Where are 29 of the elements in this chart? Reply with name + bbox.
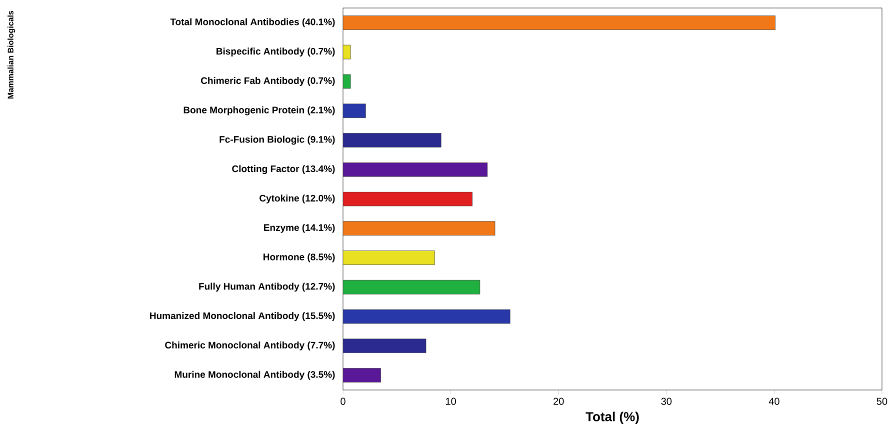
- y-tick-label: Fc-Fusion Biologic (9.1%): [220, 136, 335, 145]
- bar: [343, 309, 510, 324]
- y-tick-label: Chimeric Monoclonal Antibody (7.7%): [165, 341, 335, 350]
- bar: [343, 104, 366, 118]
- bar: [343, 338, 426, 354]
- x-tick-label: 50: [876, 398, 888, 405]
- y-tick-label: Chimeric Fab Antibody (0.7%): [201, 77, 335, 86]
- x-axis-title: Total (%): [586, 412, 639, 424]
- bar: [343, 133, 442, 148]
- y-tick-label: Cytokine (12.0%): [260, 194, 335, 204]
- y-tick-label: Hormone (8.5%): [264, 253, 335, 262]
- x-tick-label: 10: [446, 398, 456, 405]
- x-tick-label: 30: [661, 398, 672, 405]
- bar: [343, 250, 435, 265]
- y-tick-label: Murine Monoclonal Antibody (3.5%): [174, 370, 335, 380]
- x-tick-label: 20: [554, 398, 564, 405]
- y-tick-label: Humanized Monoclonal Antibody (15.5%): [150, 312, 335, 321]
- y-tick-label: Bone Morphogenic Protein (2.1%): [184, 106, 335, 116]
- bar: [343, 192, 473, 206]
- x-tick-label: 40: [768, 398, 780, 405]
- bar: [343, 15, 776, 30]
- text: Mammalian Biologicals: [8, 10, 16, 98]
- y-tick-label: Bispecific Antibody (0.7%): [216, 48, 335, 57]
- y-tick-label: Clotting Factor (13.4%): [232, 165, 335, 174]
- y-tick-label: Fully Human Antibody (12.7%): [199, 282, 335, 292]
- y-tick-label: Total Monoclonal Antibodies (40.1%): [170, 18, 335, 28]
- bar: [343, 221, 496, 236]
- y-tick-label: Enzyme (14.1%): [264, 224, 335, 233]
- x-tick-label: 0: [340, 398, 346, 405]
